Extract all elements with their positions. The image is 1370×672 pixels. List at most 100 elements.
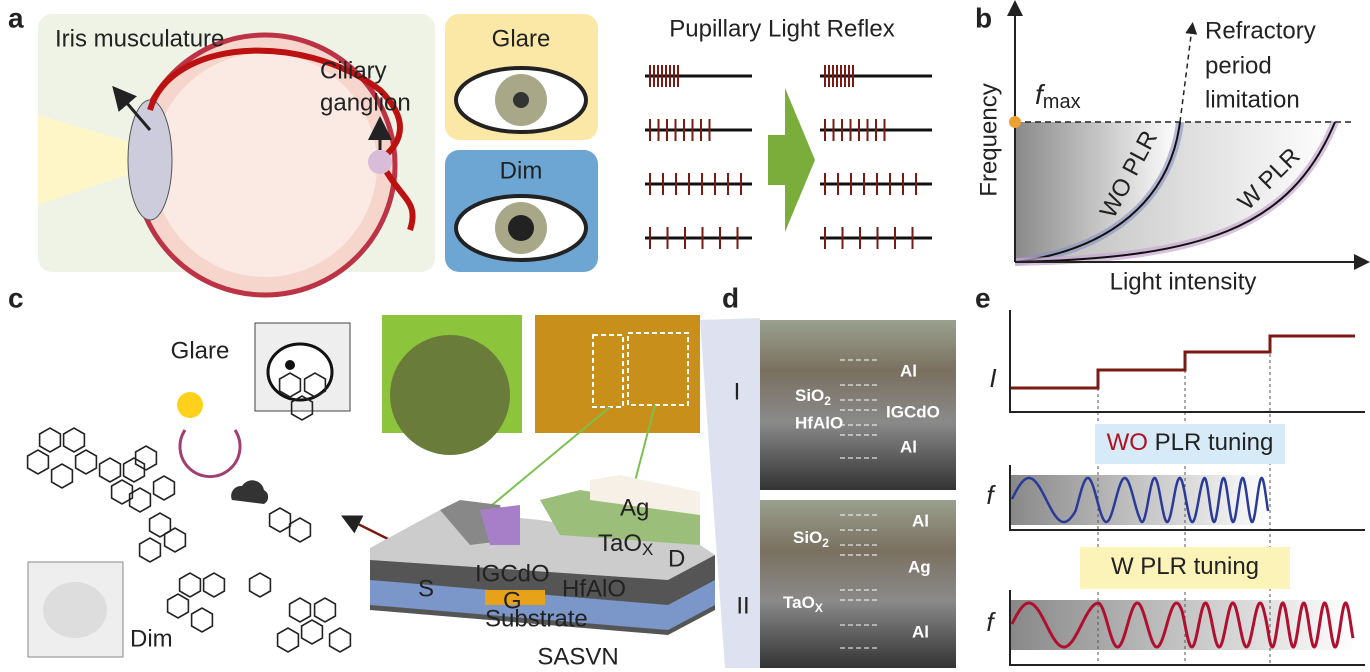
layer-label: D: [668, 545, 685, 572]
annotation-arrow: [1179, 22, 1198, 123]
panda-shape: [266, 342, 334, 402]
ganglion-label: Ciliary: [320, 57, 387, 84]
plr-title: Pupillary Light Reflex: [669, 15, 894, 42]
sem-image: [760, 320, 956, 490]
ring: [166, 593, 190, 619]
wave-background: [1010, 600, 1355, 650]
label-box: [1095, 424, 1285, 464]
w-curve: [1014, 121, 1336, 263]
section-label: I: [734, 378, 741, 405]
layer-subscript: 2: [822, 536, 829, 550]
label-rest: PLR tuning: [1155, 429, 1274, 456]
ring: [288, 517, 312, 543]
panel-label: b: [975, 2, 992, 33]
layer-label: Al: [912, 511, 929, 530]
ring: [190, 607, 214, 633]
ring: [328, 627, 352, 653]
ring: [300, 619, 324, 645]
fmax-subscript: max: [1043, 91, 1081, 113]
ring: [278, 372, 302, 398]
layer-label: S: [418, 575, 434, 602]
ring: [148, 512, 172, 538]
nerve: [147, 47, 416, 231]
layer-label: SiO2: [795, 386, 831, 408]
ring: [288, 597, 312, 623]
fmax-symbol: f: [1035, 79, 1046, 110]
ring: [268, 507, 292, 533]
micrograph: [535, 315, 700, 433]
intensity-step: [1010, 334, 1355, 390]
molecules: [26, 372, 352, 653]
ring: [38, 427, 62, 453]
link: [479, 406, 611, 516]
highlight: WO: [1107, 429, 1148, 456]
layer-label: G: [503, 587, 522, 614]
ring: [98, 457, 122, 483]
ring: [62, 427, 86, 453]
sun: [177, 392, 203, 418]
layer-subscript: 2: [824, 394, 831, 408]
step-guides: [1097, 336, 1271, 665]
device: [370, 475, 715, 635]
glare-label: Glare: [171, 337, 230, 364]
dim-label: Dim: [130, 625, 173, 652]
arrow: [112, 85, 152, 131]
w-box-label: W PLR tuning: [1111, 553, 1259, 580]
glare-label: Glare: [492, 25, 551, 52]
layer-base: SiO: [795, 386, 824, 405]
layer-label: IGCdO: [886, 402, 940, 421]
dim-label: Dim: [500, 157, 543, 184]
layer-label: Substrate: [485, 605, 588, 632]
layer-label: IGCdO: [475, 560, 550, 587]
fmax-marker: [1009, 116, 1021, 128]
ganglion-node: [368, 150, 392, 174]
y-axis-label: Frequency: [975, 83, 1002, 196]
axis-label: f: [986, 607, 996, 637]
layer-base: TaO: [598, 530, 642, 557]
layer-base: TaO: [783, 593, 815, 612]
layer-base: SiO: [793, 528, 822, 547]
panda-eye: [285, 360, 295, 370]
layer-label: Al: [900, 437, 917, 456]
wo-box-label: WO PLR tuning: [1107, 429, 1274, 456]
axis-label: I: [989, 363, 996, 393]
ring: [178, 572, 202, 598]
wo-curve: [1014, 121, 1181, 263]
layer-label: Ag: [908, 557, 931, 576]
ring: [202, 572, 226, 598]
ring: [128, 487, 152, 513]
panel-label: c: [8, 282, 24, 313]
layer-label: Al: [912, 622, 929, 641]
layer-subscript: X: [815, 601, 823, 615]
ring: [163, 527, 187, 553]
panel-label: e: [975, 282, 991, 313]
panel-label: d: [722, 282, 739, 313]
light-beam: [38, 115, 140, 205]
ring: [303, 372, 327, 398]
ring: [26, 449, 50, 475]
ring: [134, 445, 158, 471]
ring: [152, 475, 176, 501]
highlight: W: [1111, 553, 1134, 580]
layer-label: HfAlO: [795, 413, 843, 432]
iris-label: Iris musculature: [55, 25, 224, 52]
layer-label: Ag: [620, 494, 649, 521]
layer-label: HfAlO: [562, 575, 626, 602]
layer-label: Al: [900, 361, 917, 380]
w-waveform: [1010, 601, 1355, 649]
fmax-label: fmax: [1035, 79, 1081, 113]
ring: [276, 627, 300, 653]
axis-label: f: [986, 480, 996, 510]
annotation: period: [1205, 52, 1272, 79]
ring: [122, 457, 146, 483]
eyeball-inner: [153, 53, 377, 277]
section-label: II: [736, 592, 749, 619]
layer-label: TaOX: [598, 530, 653, 559]
x-axis-label: Light intensity: [1110, 268, 1257, 295]
ring: [50, 463, 74, 489]
ring: [313, 597, 337, 623]
layer-label: TaOX: [783, 593, 823, 615]
wo-waveform: [1010, 476, 1270, 524]
annotation: Refractory: [1205, 17, 1316, 44]
